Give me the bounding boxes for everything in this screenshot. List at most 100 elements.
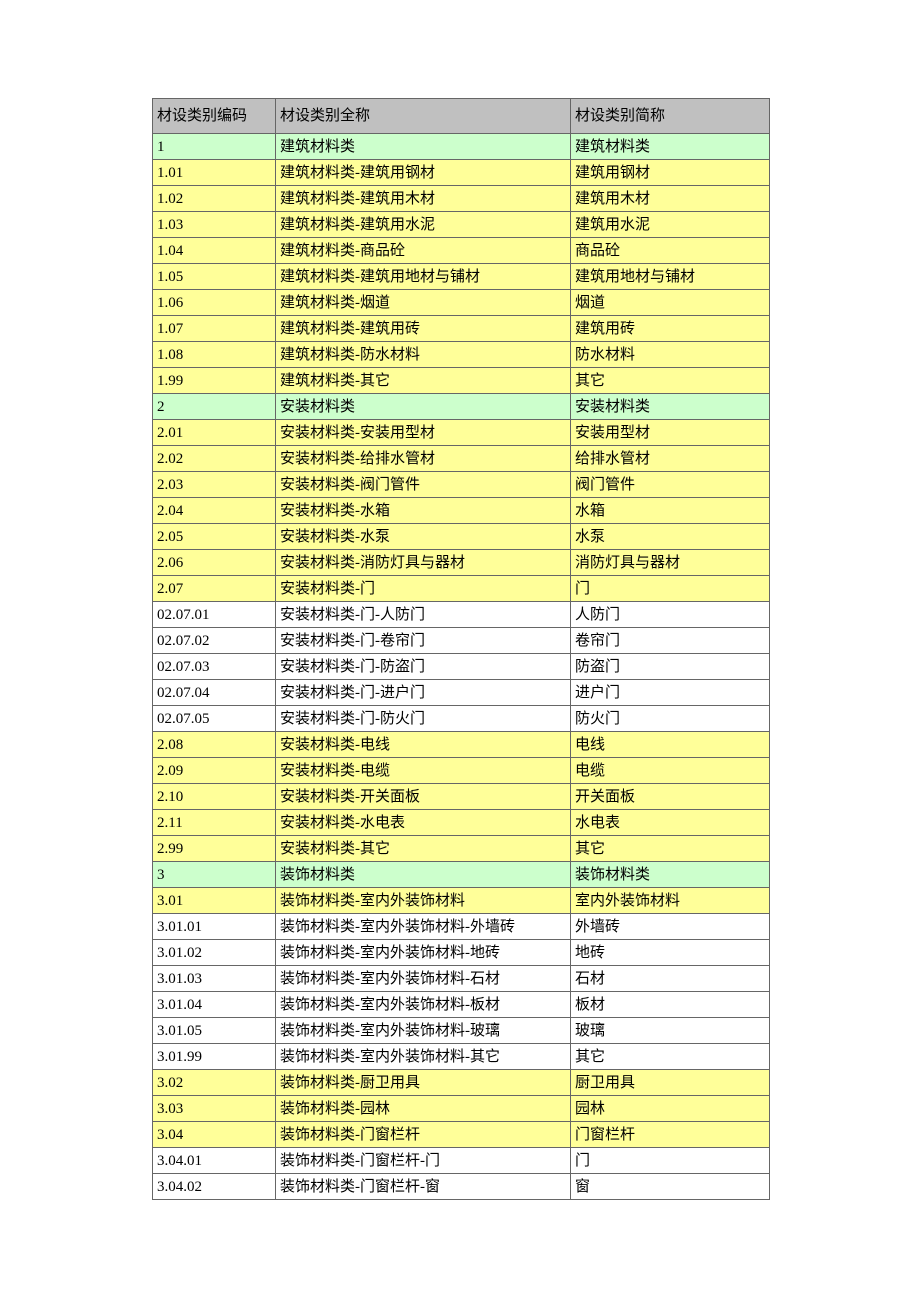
cell-code: 3.01.05 (152, 1017, 276, 1044)
cell-full-name: 装饰材料类-室内外装饰材料-玻璃 (275, 1017, 571, 1044)
cell-code: 1.01 (152, 159, 276, 186)
cell-code: 2.08 (152, 731, 276, 758)
cell-short-name: 石材 (570, 965, 770, 992)
cell-code: 2 (152, 393, 276, 420)
cell-code: 02.07.02 (152, 627, 276, 654)
table-row: 3.01.04 装饰材料类-室内外装饰材料-板材 板材 (152, 991, 770, 1018)
table-row: 1.05 建筑材料类-建筑用地材与铺材 建筑用地材与铺材 (152, 263, 770, 290)
cell-short-name: 门 (570, 575, 770, 602)
cell-code: 1.08 (152, 341, 276, 368)
cell-short-name: 防盗门 (570, 653, 770, 680)
cell-short-name: 消防灯具与器材 (570, 549, 770, 576)
cell-short-name: 厨卫用具 (570, 1069, 770, 1096)
cell-full-name: 装饰材料类-室内外装饰材料-地砖 (275, 939, 571, 966)
cell-full-name: 安装材料类-开关面板 (275, 783, 571, 810)
table-row: 1.04 建筑材料类-商品砼 商品砼 (152, 237, 770, 264)
table-row: 1.99 建筑材料类-其它 其它 (152, 367, 770, 394)
table-row: 2.07 安装材料类-门门 (152, 575, 770, 602)
table-row: 2.01 安装材料类-安装用型材 安装用型材 (152, 419, 770, 446)
table-row: 2 安装材料类 安装材料类 (152, 393, 770, 420)
cell-full-name: 建筑材料类-建筑用地材与铺材 (275, 263, 571, 290)
cell-code: 2.10 (152, 783, 276, 810)
table-row: 2.05 安装材料类-水泵 水泵 (152, 523, 770, 550)
cell-short-name: 进户门 (570, 679, 770, 706)
cell-short-name: 安装用型材 (570, 419, 770, 446)
header-category-short-name: 材设类别简称 (570, 98, 770, 134)
cell-full-name: 建筑材料类-烟道 (275, 289, 571, 316)
cell-code: 2.07 (152, 575, 276, 602)
cell-full-name: 装饰材料类-门窗栏杆-门 (275, 1147, 571, 1174)
cell-full-name: 建筑材料类-建筑用水泥 (275, 211, 571, 238)
cell-short-name: 建筑用钢材 (570, 159, 770, 186)
table-row: 2.99 安装材料类-其它 其它 (152, 835, 770, 862)
cell-short-name: 建筑用砖 (570, 315, 770, 342)
cell-short-name: 外墙砖 (570, 913, 770, 940)
cell-code: 3.04.02 (152, 1173, 276, 1200)
material-category-table: 材设类别编码 材设类别全称 材设类别简称 1 建筑材料类 建筑材料类 1.01 建筑材料… (152, 98, 770, 1200)
cell-code: 2.06 (152, 549, 276, 576)
cell-full-name: 安装材料类-门-人防门 (275, 601, 571, 628)
header-category-full-name: 材设类别全称 (275, 98, 571, 134)
cell-code: 3.03 (152, 1095, 276, 1122)
table-row: 3.02 装饰材料类-厨卫用具 厨卫用具 (152, 1069, 770, 1096)
cell-full-name: 安装材料类-门-进户门 (275, 679, 571, 706)
cell-full-name: 安装材料类-门 (275, 575, 571, 602)
cell-short-name: 电缆 (570, 757, 770, 784)
cell-full-name: 装饰材料类 (275, 861, 571, 888)
cell-code: 1.04 (152, 237, 276, 264)
table-row: 02.07.01 安装材料类-门-人防门 人防门 (152, 601, 770, 628)
cell-code: 3.01.04 (152, 991, 276, 1018)
cell-full-name: 装饰材料类-园林 (275, 1095, 571, 1122)
table-row: 1.06 建筑材料类-烟道 烟道 (152, 289, 770, 316)
cell-code: 3.02 (152, 1069, 276, 1096)
cell-full-name: 安装材料类-水电表 (275, 809, 571, 836)
table-row: 3.01.99 装饰材料类-室内外装饰材料-其它 其它 (152, 1043, 770, 1070)
cell-short-name: 商品砼 (570, 237, 770, 264)
cell-code: 3.01.01 (152, 913, 276, 940)
table-row: 2.03 安装材料类-阀门管件 阀门管件 (152, 471, 770, 498)
table-row: 02.07.05 安装材料类-门-防火门 防火门 (152, 705, 770, 732)
cell-short-name: 园林 (570, 1095, 770, 1122)
cell-code: 3.01.02 (152, 939, 276, 966)
cell-full-name: 安装材料类-门-防火门 (275, 705, 571, 732)
cell-code: 02.07.03 (152, 653, 276, 680)
cell-short-name: 电线 (570, 731, 770, 758)
cell-code: 02.07.05 (152, 705, 276, 732)
table-row: 1.08 建筑材料类-防水材料 防水材料 (152, 341, 770, 368)
cell-full-name: 安装材料类-门-防盗门 (275, 653, 571, 680)
cell-full-name: 安装材料类-门-卷帘门 (275, 627, 571, 654)
cell-full-name: 安装材料类-水箱 (275, 497, 571, 524)
cell-code: 2.05 (152, 523, 276, 550)
cell-short-name: 板材 (570, 991, 770, 1018)
cell-full-name: 安装材料类-消防灯具与器材 (275, 549, 571, 576)
cell-code: 3.01.99 (152, 1043, 276, 1070)
cell-full-name: 装饰材料类-室内外装饰材料-其它 (275, 1043, 571, 1070)
cell-full-name: 安装材料类 (275, 393, 571, 420)
cell-full-name: 建筑材料类-防水材料 (275, 341, 571, 368)
table-row: 3.03 装饰材料类-园林 园林 (152, 1095, 770, 1122)
cell-full-name: 安装材料类-其它 (275, 835, 571, 862)
table-row: 3.04.02 装饰材料类-门窗栏杆-窗窗 (152, 1173, 770, 1200)
cell-full-name: 安装材料类-电线 (275, 731, 571, 758)
cell-short-name: 装饰材料类 (570, 861, 770, 888)
cell-short-name: 室内外装饰材料 (570, 887, 770, 914)
cell-full-name: 建筑材料类 (275, 133, 571, 160)
cell-code: 2.09 (152, 757, 276, 784)
table-row: 3 装饰材料类 装饰材料类 (152, 861, 770, 888)
table-row: 3.01.02 装饰材料类-室内外装饰材料-地砖 地砖 (152, 939, 770, 966)
table-row: 2.08 安装材料类-电线 电线 (152, 731, 770, 758)
cell-full-name: 装饰材料类-厨卫用具 (275, 1069, 571, 1096)
table-row: 3.01 装饰材料类-室内外装饰材料 室内外装饰材料 (152, 887, 770, 914)
cell-code: 1.05 (152, 263, 276, 290)
cell-full-name: 装饰材料类-门窗栏杆 (275, 1121, 571, 1148)
table-row: 3.01.03 装饰材料类-室内外装饰材料-石材 石材 (152, 965, 770, 992)
cell-short-name: 阀门管件 (570, 471, 770, 498)
cell-short-name: 玻璃 (570, 1017, 770, 1044)
cell-code: 2.02 (152, 445, 276, 472)
cell-code: 2.04 (152, 497, 276, 524)
cell-short-name: 防水材料 (570, 341, 770, 368)
cell-code: 1.07 (152, 315, 276, 342)
table-row: 3.01.05 装饰材料类-室内外装饰材料-玻璃 玻璃 (152, 1017, 770, 1044)
cell-full-name: 装饰材料类-室内外装饰材料 (275, 887, 571, 914)
cell-full-name: 安装材料类-水泵 (275, 523, 571, 550)
